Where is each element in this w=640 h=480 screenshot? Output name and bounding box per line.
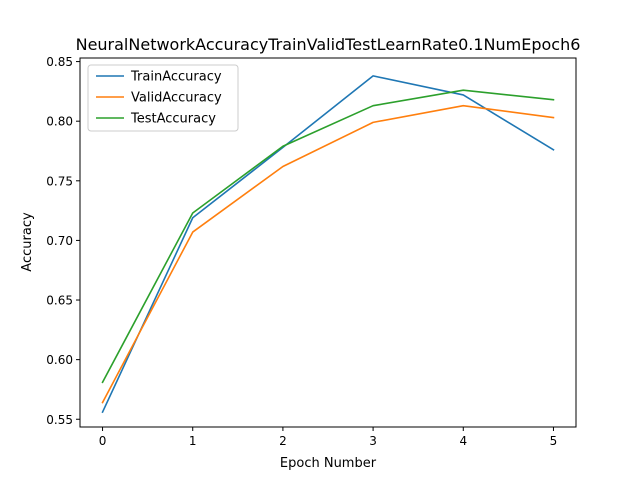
- legend: TrainAccuracy ValidAccuracy TestAccuracy: [87, 64, 239, 132]
- chart-title: NeuralNetworkAccuracyTrainValidTestLearn…: [76, 35, 581, 54]
- legend-label-trainaccuracy: TrainAccuracy: [130, 70, 222, 85]
- y-tick-label: 0.70: [46, 234, 73, 248]
- y-tick-label: 0.60: [46, 353, 73, 367]
- x-axis-label: Epoch Number: [280, 456, 377, 471]
- legend-label-validaccuracy: ValidAccuracy: [131, 91, 222, 106]
- x-tick-label: 3: [369, 434, 377, 448]
- series-line-validaccuracy: [101, 104, 555, 404]
- x-tick-label: 2: [279, 434, 287, 448]
- y-tick-label: 0.85: [46, 55, 73, 69]
- y-axis-label: Accuracy: [20, 212, 35, 272]
- y-tick-label: 0.65: [46, 294, 73, 308]
- x-tick-label: 1: [189, 434, 197, 448]
- axes-frame: [79, 57, 577, 428]
- y-tick-label: 0.55: [46, 413, 73, 427]
- series-line-trainaccuracy: [101, 75, 555, 414]
- plot-area: 0 1 2 3 4 5 0.55 0.60 0.65 0.70 0.75 0.80 0.85: [46, 55, 577, 448]
- x-tick-label: 4: [459, 434, 467, 448]
- series-line-testaccuracy: [101, 89, 555, 384]
- y-tick-label: 0.80: [46, 115, 73, 129]
- legend-box: [87, 64, 239, 132]
- x-tick-label: 0: [99, 434, 107, 448]
- y-tick-label: 0.75: [46, 174, 73, 188]
- legend-label-testaccuracy: TestAccuracy: [130, 112, 216, 127]
- x-tick-label: 5: [550, 434, 558, 448]
